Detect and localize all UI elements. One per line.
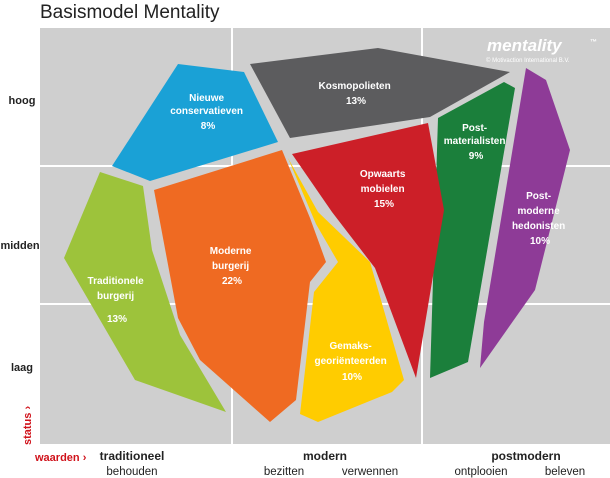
y-axis: hoog midden laag status › [0,95,39,445]
brand-name: mentality [487,36,563,55]
y-level-midden: midden [0,240,39,252]
y-axis-label: status › [22,406,34,445]
x-axis-label: waarden › [34,452,87,464]
segment-traditionele-burgerij: Traditionele burgerij 13% [64,172,226,412]
segment-label: Moderne burgerij 22% [210,246,254,287]
segment-label: Nieuwe conservatieven 8% [170,93,246,132]
x-value-beleven: beleven [545,466,585,478]
x-group-postmodern: postmodern [491,449,560,463]
segment-gemaksgeorienteerden: Gemaks- georiënteerden 10% [288,158,404,422]
segment-kosmopolieten: Kosmopolieten 13% [250,48,510,138]
segment-label: Kosmopolieten 13% [318,81,393,107]
x-axis: waarden › traditioneel behouden modern b… [34,449,585,478]
y-level-laag: laag [11,362,33,374]
segment-opwaarts-mobielen: Opwaarts mobielen 15% [292,123,444,378]
segment-moderne-burgerij: Moderne burgerij 22% [154,150,326,422]
brand-logo: mentality ™ © Motivaction International … [486,36,597,64]
segment-nieuwe-conservatieven: Nieuwe conservatieven 8% [112,64,278,181]
x-value-verwennen: verwennen [342,466,398,478]
y-level-hoog: hoog [9,95,36,107]
segment-postmoderne-hedonisten: Post- moderne hedonisten 10% [480,68,570,368]
page-title: Basismodel Mentality [40,2,220,23]
x-value-behouden: behouden [106,466,157,478]
x-group-traditioneel: traditioneel [100,449,165,463]
brand-trademark: ™ [590,39,597,46]
x-group-modern: modern [303,449,347,463]
segment-label: Gemaks- georiënteerden 10% [314,341,389,383]
segment-label: Traditionele burgerij 13% [88,276,147,325]
brand-copyright: © Motivaction International B.V. [486,57,570,64]
x-value-ontplooien: ontplooien [454,466,507,478]
segment-label: Post- moderne hedonisten 10% [512,191,568,247]
segment-label: Opwaarts mobielen 15% [360,169,408,210]
segment-postmaterialisten: Post- materialisten 9% [430,82,515,378]
x-value-bezitten: bezitten [264,466,304,478]
segment-label: Post- materialisten 9% [444,123,508,162]
